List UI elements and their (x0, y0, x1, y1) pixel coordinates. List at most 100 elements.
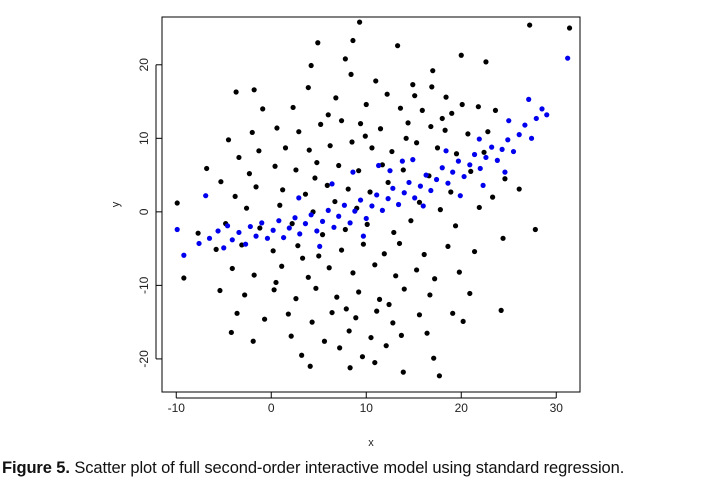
fitted-point (471, 151, 478, 158)
observed-point (262, 316, 268, 322)
observed-point (306, 147, 312, 153)
observed-point (448, 189, 454, 195)
fitted-point (319, 218, 326, 225)
observed-point (373, 78, 379, 84)
fitted-point (428, 187, 434, 194)
fitted-point (270, 227, 276, 233)
fitted-point (357, 197, 364, 203)
x-tick-label: 30 (550, 401, 564, 415)
fitted-point (206, 235, 213, 241)
observed-point (443, 94, 449, 100)
observed-point (384, 91, 390, 97)
fitted-point (544, 112, 550, 118)
observed-point (285, 311, 291, 317)
fitted-point (247, 223, 253, 230)
observed-point (416, 312, 423, 318)
observed-point (181, 275, 187, 281)
fitted-point (506, 118, 512, 124)
observed-point (342, 56, 348, 62)
figure-caption: Figure 5. Scatter plot of full second-or… (2, 459, 709, 478)
fitted-point (196, 240, 202, 247)
fitted-point (502, 169, 508, 175)
observed-point (527, 22, 533, 28)
fitted-point (329, 181, 335, 187)
observed-point (228, 329, 234, 336)
x-tick-label: 10 (360, 401, 374, 415)
observed-point (359, 354, 366, 360)
observed-point (321, 338, 328, 344)
fitted-point (347, 220, 353, 226)
plot-frame (161, 16, 581, 393)
fitted-point (325, 207, 331, 213)
fitted-point (243, 241, 249, 247)
fitted-point (314, 228, 320, 234)
observed-point (348, 71, 354, 77)
observed-point (325, 112, 331, 118)
observed-point (374, 308, 380, 314)
fitted-point (477, 165, 483, 172)
observed-point (349, 139, 355, 145)
observed-series (174, 19, 573, 379)
observed-point (485, 129, 491, 135)
observed-point (288, 333, 294, 339)
observed-point (390, 320, 396, 326)
observed-point (174, 200, 180, 206)
observed-point (300, 255, 306, 261)
observed-point (279, 263, 285, 269)
fitted-point (420, 203, 426, 209)
observed-point (350, 37, 356, 44)
fitted-point (439, 165, 445, 171)
observed-point (475, 104, 481, 110)
observed-point (362, 133, 368, 139)
observed-point (313, 285, 319, 291)
observed-point (481, 149, 487, 155)
observed-point (452, 223, 459, 229)
fitted-point (533, 115, 539, 122)
observed-point (305, 274, 311, 280)
fitted-point (264, 235, 271, 241)
fitted-point (297, 231, 303, 237)
observed-point (302, 191, 309, 197)
observed-point (429, 84, 435, 90)
observed-point (424, 330, 430, 336)
observed-point (356, 168, 362, 174)
observed-point (257, 225, 263, 231)
observed-point (316, 253, 322, 259)
observed-point (460, 318, 466, 325)
observed-point (386, 301, 392, 308)
observed-point (376, 296, 383, 302)
fitted-point (505, 137, 511, 143)
observed-point (337, 345, 343, 351)
observed-point (229, 265, 235, 272)
observed-point (367, 189, 373, 195)
observed-point (295, 243, 301, 249)
observed-point (383, 343, 389, 349)
observed-point (405, 120, 411, 126)
observed-point (296, 129, 302, 135)
observed-point (403, 135, 409, 141)
fitted-point (253, 233, 259, 239)
fitted-point (401, 190, 407, 196)
observed-point (432, 276, 438, 282)
observed-point (434, 145, 441, 151)
observed-point (419, 107, 425, 113)
observed-point (395, 43, 401, 49)
observed-point (412, 93, 418, 99)
observed-point (217, 287, 223, 294)
observed-point (427, 292, 433, 298)
fitted-point (526, 96, 532, 102)
observed-point (324, 182, 330, 188)
observed-point (398, 332, 404, 338)
fitted-point (308, 212, 314, 218)
observed-point (389, 148, 395, 155)
fitted-point (379, 207, 385, 213)
fitted-point (174, 226, 180, 233)
observed-point (458, 52, 464, 58)
observed-point (253, 184, 259, 190)
observed-point (273, 279, 279, 286)
observed-point (251, 87, 257, 93)
fitted-point (417, 183, 423, 189)
observed-point (500, 235, 506, 241)
fitted-point (376, 162, 382, 169)
observed-point (381, 251, 387, 257)
